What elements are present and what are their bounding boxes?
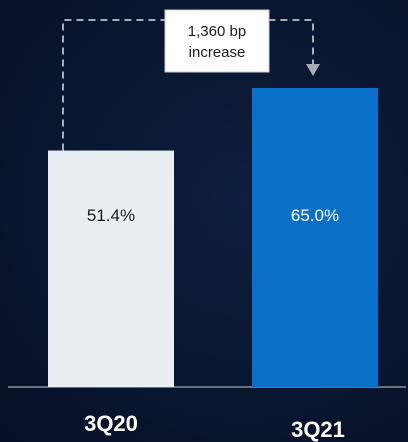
value-label-3q21: 65.0%: [291, 206, 339, 225]
value-labels-group: 51.4% 65.0%: [87, 206, 339, 225]
increase-annotation: 1,360 bp increase: [164, 9, 270, 73]
annotation-line-1: 1,360 bp: [188, 23, 246, 40]
annotation-line-2: increase: [189, 44, 246, 61]
bar-3q20: [48, 150, 174, 387]
bar-3q21: [252, 88, 378, 387]
annotation-box: [164, 9, 270, 73]
category-label-3q20: 3Q20: [84, 411, 138, 436]
category-label-3q21: 3Q21: [291, 417, 345, 442]
bars-group: [48, 88, 378, 387]
connector-arrow-head: [306, 64, 320, 76]
category-labels-group: 3Q20 3Q21: [84, 411, 345, 442]
value-label-3q20: 51.4%: [87, 206, 135, 225]
